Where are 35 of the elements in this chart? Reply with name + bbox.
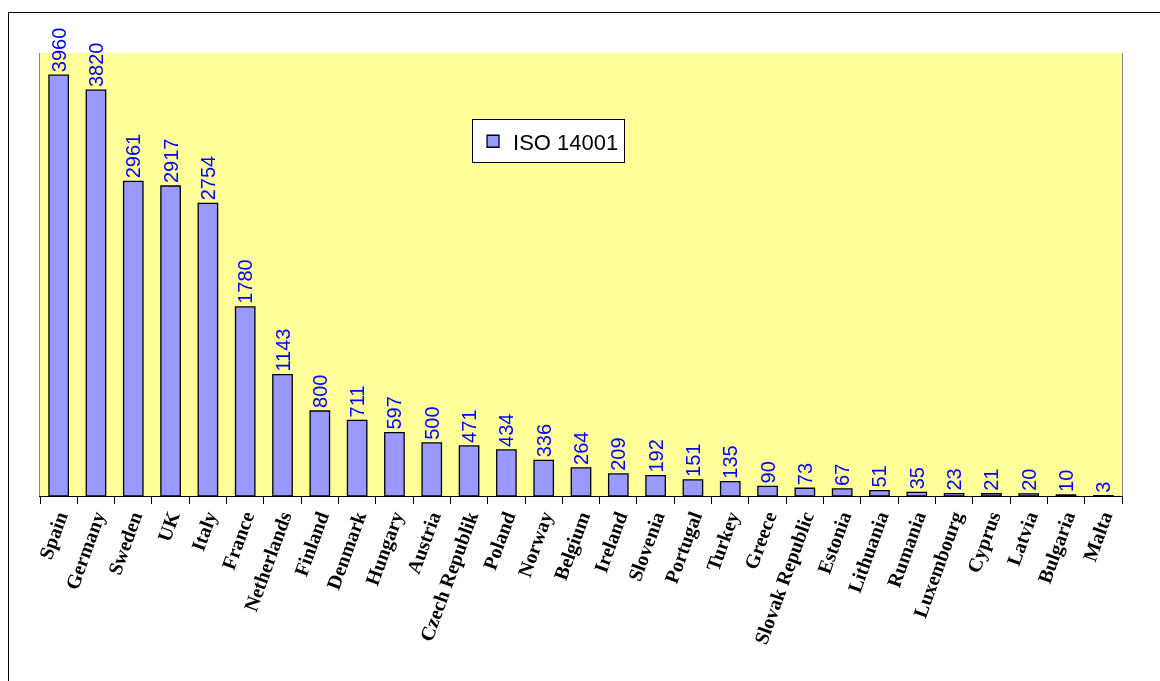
data-label: 1780: [234, 259, 257, 304]
data-label: 264: [570, 431, 592, 465]
data-label: 597: [383, 396, 406, 430]
data-label: 800: [308, 374, 331, 408]
x-tick-label: Italy: [186, 508, 222, 555]
data-label: 90: [756, 461, 779, 484]
data-label: 21: [980, 468, 1003, 491]
data-label: 10: [1055, 469, 1078, 492]
data-label: 73: [793, 462, 816, 486]
data-label: 2961: [122, 133, 145, 179]
data-label: 192: [644, 439, 667, 473]
data-label: 51: [868, 465, 891, 488]
data-label: 2917: [159, 138, 182, 183]
data-label: 336: [532, 423, 555, 458]
data-label: 471: [458, 409, 481, 443]
x-tick-label: Malta: [1078, 508, 1117, 565]
data-label: 500: [420, 406, 443, 440]
data-label: 151: [681, 443, 704, 477]
data-label: 3820: [84, 42, 107, 88]
data-label: 1143: [271, 328, 294, 372]
data-label: 67: [831, 463, 854, 486]
data-label: 35: [905, 467, 928, 490]
data-label: 434: [495, 413, 518, 447]
data-label: 3960: [47, 27, 70, 73]
data-label: 20: [1017, 468, 1040, 491]
data-label: 2754: [196, 155, 219, 201]
legend-label: ISO 14001: [513, 129, 619, 155]
x-tick-label: UK: [152, 508, 184, 545]
data-label: 135: [719, 445, 742, 479]
data-label: 711: [346, 385, 369, 418]
data-label: 209: [607, 437, 630, 471]
x-tick-label: Latvia: [1002, 508, 1042, 569]
data-label: 3: [1092, 481, 1115, 493]
data-label: 23: [943, 468, 966, 491]
x-tick-label: Spain: [34, 508, 73, 563]
